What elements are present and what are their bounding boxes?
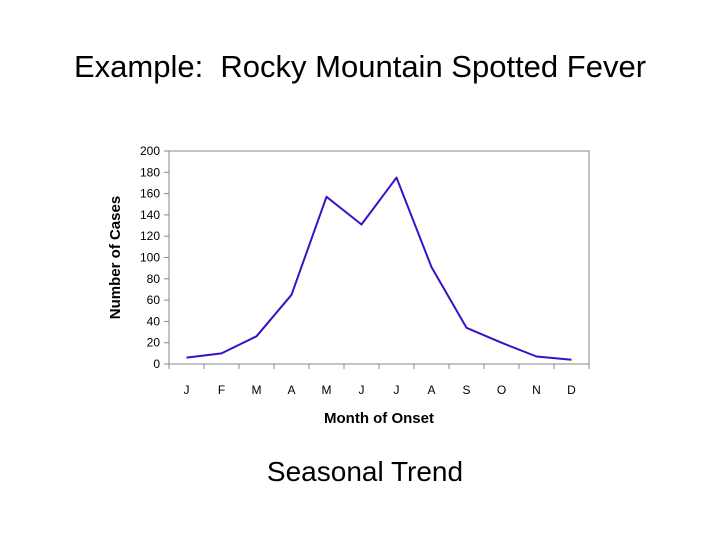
slide-title: Example: Rocky Mountain Spotted Fever (73, 49, 647, 84)
y-tick-label: 80 (147, 272, 161, 286)
x-tick-label: N (532, 383, 541, 397)
y-axis-ticks (164, 150, 169, 365)
x-tick-label: M (322, 383, 332, 397)
y-tick-label: 100 (140, 251, 160, 265)
y-tick-label: 160 (140, 187, 160, 201)
series-line (186, 176, 572, 361)
x-tick-label: A (287, 383, 295, 397)
y-tick-label: 120 (140, 229, 160, 243)
x-tick-label: J (184, 383, 190, 397)
x-tick-label: J (394, 383, 400, 397)
x-axis-ticks (168, 364, 590, 369)
x-tick-label: S (462, 383, 470, 397)
y-tick-label: 200 (140, 144, 160, 158)
series-layer (186, 176, 572, 361)
x-tick-label: J (359, 383, 365, 397)
y-tick-label: 140 (140, 208, 160, 222)
y-tick-label: 0 (153, 357, 160, 371)
y-axis-tick-labels: 0 20 40 60 80 100 120 140 160 180 200 (140, 144, 160, 371)
plot-frame (168, 150, 590, 365)
x-tick-label: M (252, 383, 262, 397)
x-tick-label: F (218, 383, 225, 397)
y-tick-label: 180 (140, 165, 160, 179)
slide-caption: Seasonal Trend (266, 456, 464, 487)
x-tick-label: A (427, 383, 435, 397)
y-tick-label: 20 (147, 336, 161, 350)
y-axis-title: Number of Cases (107, 196, 124, 319)
x-tick-label: O (497, 383, 506, 397)
y-tick-label: 40 (147, 314, 161, 328)
x-tick-label: D (567, 383, 576, 397)
x-axis-title: Month of Onset (324, 410, 434, 427)
y-tick-label: 60 (147, 293, 161, 307)
